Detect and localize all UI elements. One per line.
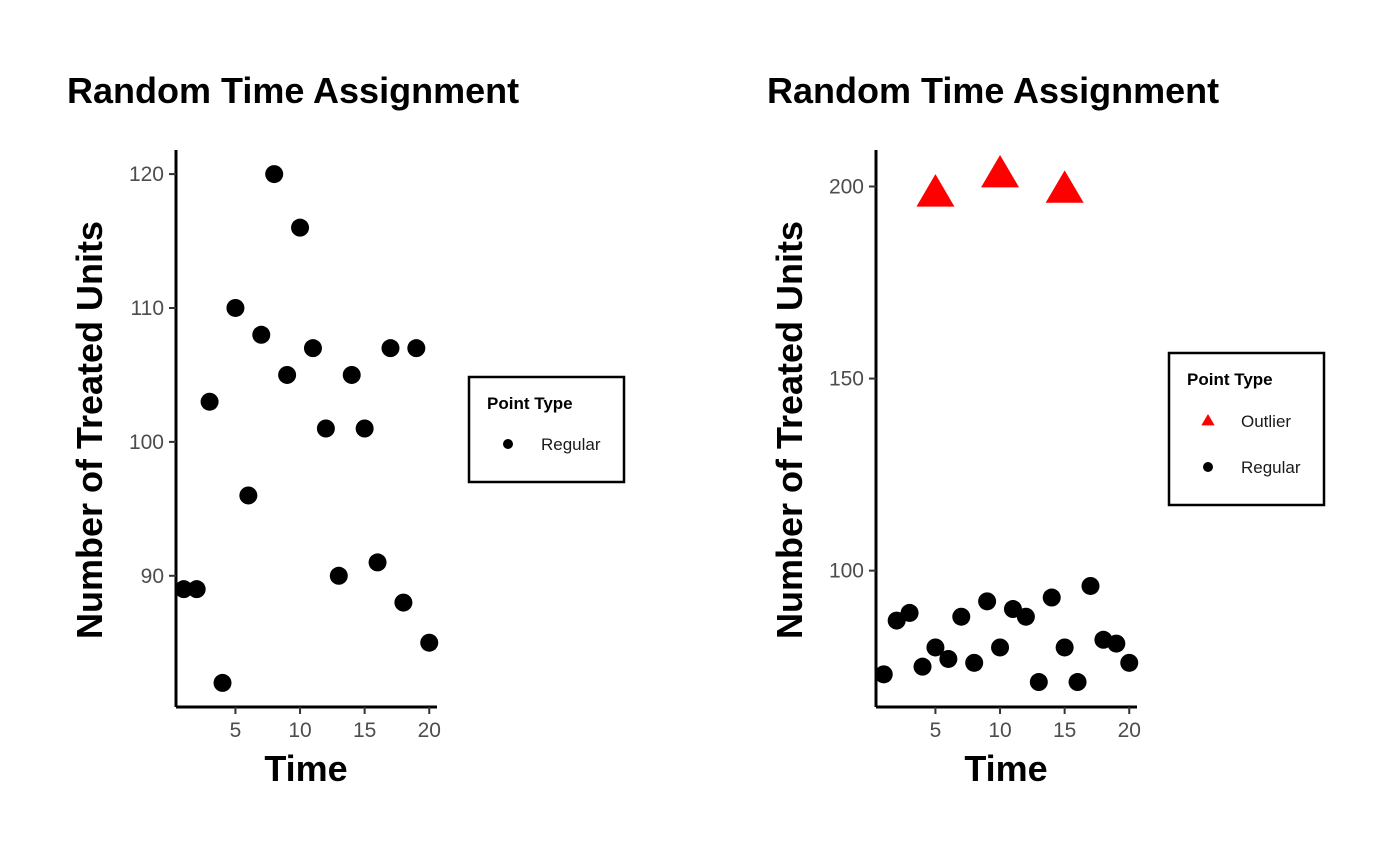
chart-title: Random Time Assignment (767, 70, 1219, 111)
y-tick-label: 110 (131, 297, 164, 320)
regular-point (213, 673, 232, 692)
y-tick-label: 150 (829, 368, 864, 391)
regular-point (394, 593, 413, 612)
legend-label: Regular (541, 435, 601, 454)
data-points (874, 154, 1139, 692)
axes: 90 100 110 120 5 10 15 20 (129, 150, 441, 742)
legend-key-circle (1203, 462, 1213, 472)
regular-point (1081, 576, 1100, 595)
x-tick-label: 10 (988, 719, 1011, 742)
x-tick-label: 15 (353, 719, 376, 742)
regular-point (381, 339, 400, 358)
regular-point (978, 592, 997, 611)
x-axis-title: Time (264, 748, 347, 789)
legend-box (1167, 351, 1326, 507)
y-tick-label: 200 (829, 175, 864, 198)
regular-point (291, 218, 310, 237)
regular-point (252, 325, 271, 344)
regular-point (1068, 673, 1087, 692)
regular-point (1016, 607, 1035, 626)
chart-title: Random Time Assignment (67, 70, 519, 111)
outlier-point (1045, 170, 1084, 203)
regular-point (1107, 634, 1126, 653)
y-axis-title: Number of Treated Units (69, 221, 110, 639)
legend-key-triangle (1201, 414, 1215, 426)
y-tick-label: 100 (829, 560, 864, 583)
regular-point (939, 649, 958, 668)
data-points (174, 165, 439, 692)
regular-point (226, 298, 245, 317)
y-axis-title: Number of Treated Units (769, 221, 810, 639)
regular-point (952, 607, 971, 626)
regular-point (991, 638, 1010, 657)
regular-point (265, 165, 284, 184)
axes: 100 150 200 5 10 15 20 (829, 150, 1141, 742)
legend: Point Type Outlier Regular (1167, 351, 1326, 507)
regular-point (174, 580, 193, 599)
legend-title: Point Type (487, 394, 573, 413)
x-axis-title: Time (964, 748, 1047, 789)
regular-point (407, 339, 426, 358)
legend-label: Regular (1241, 458, 1301, 477)
regular-point (368, 553, 387, 572)
x-tick-label: 10 (288, 719, 311, 742)
regular-point (200, 392, 219, 411)
x-tick-label: 15 (1053, 719, 1076, 742)
y-tick-label: 100 (129, 431, 164, 454)
x-tick-label: 5 (930, 719, 942, 742)
regular-point (303, 339, 322, 358)
regular-point (239, 486, 258, 505)
legend-entries: Regular (503, 435, 601, 454)
regular-point (316, 419, 335, 438)
legend-box (467, 375, 626, 484)
y-tick-label: 90 (141, 565, 164, 588)
regular-point (187, 580, 206, 599)
legend: Point Type Regular (467, 375, 626, 484)
regular-point (1055, 638, 1074, 657)
regular-point (1003, 600, 1022, 619)
regular-point (874, 665, 893, 684)
regular-point (900, 603, 919, 622)
regular-point (926, 638, 945, 657)
regular-point (342, 365, 361, 384)
legend-label: Outlier (1241, 412, 1291, 431)
regular-point (329, 566, 348, 585)
regular-point (965, 653, 984, 672)
x-tick-label: 20 (1118, 719, 1141, 742)
legend-key-circle (503, 439, 513, 449)
regular-point (1120, 653, 1139, 672)
regular-point (887, 611, 906, 630)
legend-title: Point Type (1187, 370, 1273, 389)
regular-point (355, 419, 374, 438)
y-tick-label: 120 (129, 163, 164, 186)
regular-point (913, 657, 932, 676)
regular-point (278, 365, 297, 384)
regular-point (1029, 673, 1048, 692)
regular-point (1042, 588, 1061, 607)
scatter-panel-right: Random Time Assignment Time Number of Tr… (767, 70, 1326, 789)
x-tick-label: 5 (230, 719, 242, 742)
regular-point (420, 633, 439, 652)
outlier-point (916, 174, 955, 207)
x-tick-label: 20 (418, 719, 441, 742)
scatter-panel-left: Random Time Assignment Time Number of Tr… (67, 70, 626, 789)
outlier-point (981, 154, 1020, 188)
legend-entries: Outlier Regular (1201, 412, 1301, 477)
